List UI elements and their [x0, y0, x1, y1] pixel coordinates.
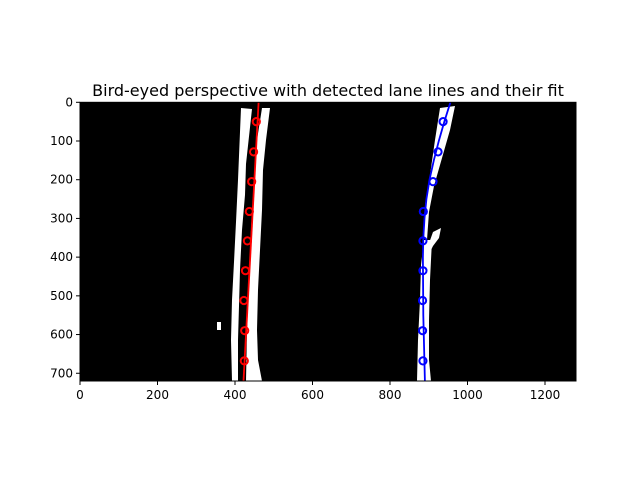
- series-1-fit-line: [421, 102, 452, 382]
- y-tick-label: 700: [50, 366, 73, 380]
- series-0-point: [240, 266, 251, 276]
- x-axis: 0 200 400 600 800 1000 1200: [76, 381, 560, 402]
- series-1-point: [438, 117, 448, 127]
- series-1-point: [417, 295, 428, 306]
- x-tick-label: 1000: [452, 388, 483, 402]
- series-1-point: [433, 147, 443, 157]
- series-1-point: [418, 206, 428, 217]
- series-1-point: [418, 236, 428, 246]
- right-lane-pixels: [428, 228, 441, 252]
- y-tick-label: 200: [50, 173, 73, 187]
- left-lane-pixels: [231, 108, 252, 381]
- series-0-point: [251, 117, 261, 127]
- series-0-point: [242, 236, 252, 246]
- y-tick-label: 600: [50, 328, 73, 342]
- left-lane-pixels: [246, 108, 270, 381]
- series-1-point: [417, 326, 428, 336]
- left-lane-pixels: [217, 322, 221, 330]
- plot-background: [80, 102, 576, 382]
- series-1-point: [418, 356, 428, 366]
- y-axis: 0 100 200 300 400 500 600 700: [50, 95, 80, 380]
- series-1-point: [428, 177, 438, 187]
- x-tick-label: 0: [76, 388, 84, 402]
- x-tick-label: 200: [146, 388, 169, 402]
- y-tick-label: 400: [50, 250, 73, 264]
- y-tick-label: 300: [50, 211, 73, 225]
- series-0-point: [247, 177, 257, 187]
- y-tick-label: 0: [65, 95, 73, 109]
- series-0-point: [240, 326, 250, 336]
- series-0-point: [249, 147, 259, 157]
- plot-frame: [79, 101, 577, 382]
- y-tick-label: 100: [50, 134, 73, 148]
- x-tick-label: 600: [301, 388, 324, 402]
- y-tick-label: 500: [50, 289, 73, 303]
- series-0-point: [244, 206, 254, 217]
- series-0-point: [239, 295, 249, 306]
- series-layer: [239, 102, 452, 382]
- chart-title: Bird-eyed perspective with detected lane…: [92, 81, 564, 100]
- x-tick-label: 1200: [530, 388, 561, 402]
- x-tick-label: 800: [379, 388, 402, 402]
- right-lane-pixels: [424, 106, 455, 240]
- x-tick-label: 400: [224, 388, 247, 402]
- series-1-point: [418, 266, 428, 276]
- right-lane-pixels: [417, 240, 432, 381]
- series-0-point: [239, 356, 249, 366]
- plot-area: [79, 101, 577, 382]
